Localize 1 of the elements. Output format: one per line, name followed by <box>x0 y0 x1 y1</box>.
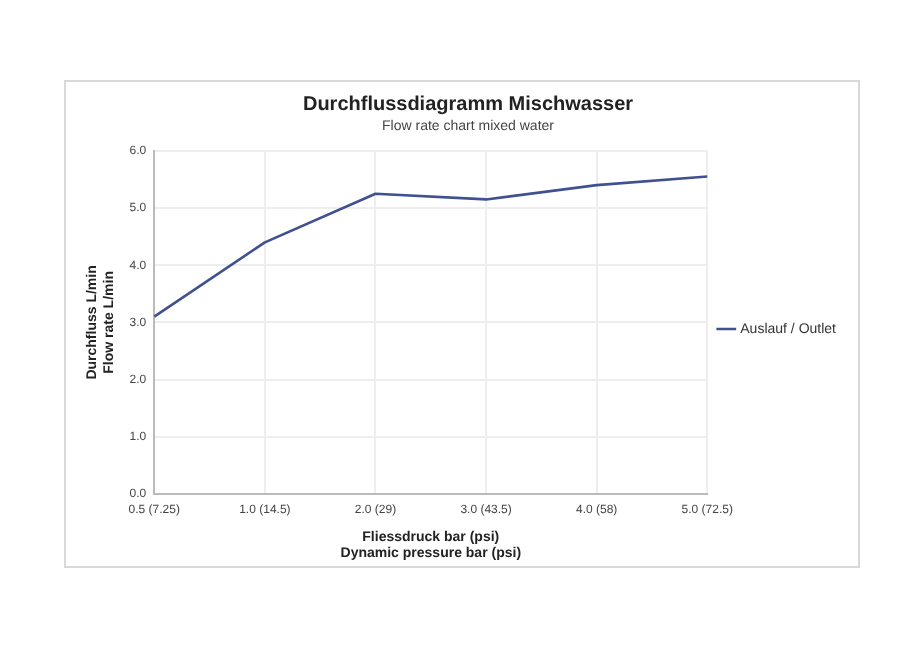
chart-title: Durchflussdiagramm Mischwasser <box>302 93 634 116</box>
